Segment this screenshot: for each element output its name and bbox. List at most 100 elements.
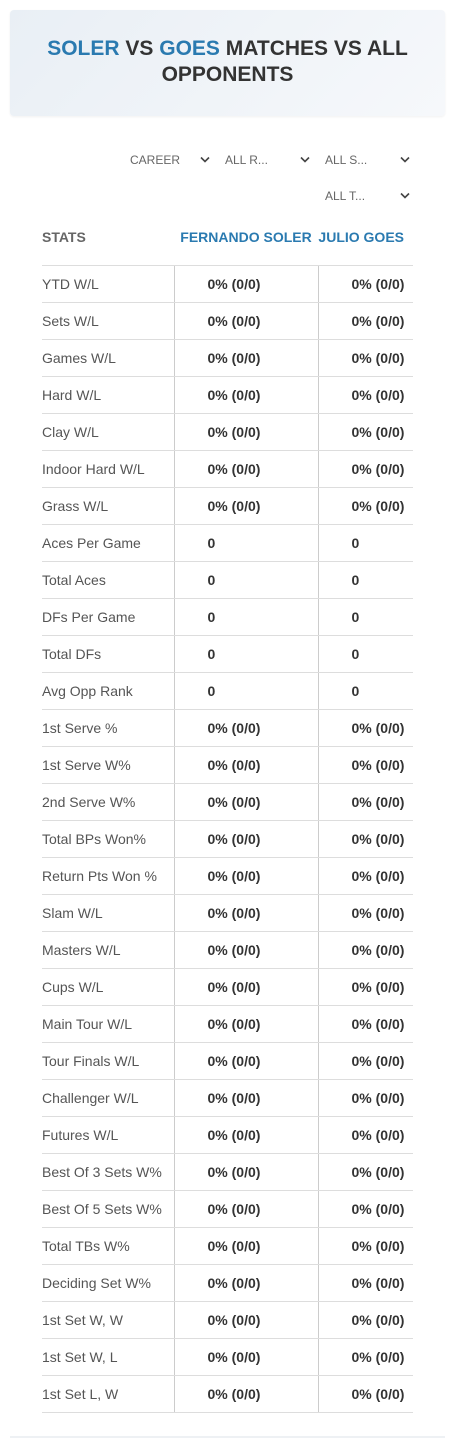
filter-select[interactable]: ALL S...: [325, 150, 410, 170]
stat-row: Masters W/L 0% (0/0) 0% (0/0): [42, 931, 413, 969]
filter-label: CAREER: [130, 153, 181, 167]
stat-label: Grass W/L: [42, 487, 174, 525]
stat-row: Cups W/L 0% (0/0) 0% (0/0): [42, 968, 413, 1006]
stat-label: Best Of 5 Sets W%: [42, 1190, 174, 1228]
stat-value: 0% (0/0): [173, 1005, 318, 1043]
stat-label: 1st Serve W%: [42, 746, 174, 784]
stat-label: Total TBs W%: [42, 1227, 174, 1265]
stat-label: Clay W/L: [42, 413, 174, 451]
stat-value: 0% (0/0): [317, 820, 413, 858]
stat-label: 2nd Serve W%: [42, 783, 174, 821]
stat-value: 0% (0/0): [173, 450, 318, 488]
header: SOLER VS GOES MATCHES VS ALL OPPONENTS: [10, 10, 445, 116]
stat-value: 0% (0/0): [317, 1301, 413, 1339]
stat-value: 0% (0/0): [317, 1375, 413, 1413]
stat-value: 0% (0/0): [317, 968, 413, 1006]
stat-value: 0: [317, 561, 413, 599]
stat-value: 0% (0/0): [317, 1227, 413, 1265]
stat-label: DFs Per Game: [42, 598, 174, 636]
stat-label: Slam W/L: [42, 894, 174, 932]
column-header: STATS: [42, 218, 174, 266]
stat-label: 1st Serve %: [42, 709, 174, 747]
stat-value: 0% (0/0): [317, 1190, 413, 1228]
stat-label: Best Of 3 Sets W%: [42, 1153, 174, 1191]
stat-value: 0% (0/0): [173, 1042, 318, 1080]
stat-row: 2nd Serve W% 0% (0/0) 0% (0/0): [42, 783, 413, 821]
stat-value: 0: [317, 524, 413, 562]
stat-label: Total BPs Won%: [42, 820, 174, 858]
title-rest: MATCHES VS ALL OPPONENTS: [161, 37, 408, 86]
stat-row: Grass W/L 0% (0/0) 0% (0/0): [42, 487, 413, 525]
stat-label: Indoor Hard W/L: [42, 450, 174, 488]
stat-value: 0% (0/0): [173, 931, 318, 969]
footer-line: [10, 1436, 445, 1438]
stat-value: 0% (0/0): [317, 931, 413, 969]
stat-value: 0% (0/0): [317, 746, 413, 784]
filter-select[interactable]: ALL T...: [325, 186, 410, 206]
stat-label: Total Aces: [42, 561, 174, 599]
stat-value: 0: [317, 635, 413, 673]
stat-row: Total BPs Won% 0% (0/0) 0% (0/0): [42, 820, 413, 858]
stat-value: 0% (0/0): [173, 1301, 318, 1339]
stat-row: 1st Set W, L 0% (0/0) 0% (0/0): [42, 1338, 413, 1376]
stat-value: 0% (0/0): [317, 487, 413, 525]
stat-value: 0% (0/0): [317, 1079, 413, 1117]
stat-row: Best Of 3 Sets W% 0% (0/0) 0% (0/0): [42, 1153, 413, 1191]
stat-value: 0% (0/0): [173, 1079, 318, 1117]
stat-row: Slam W/L 0% (0/0) 0% (0/0): [42, 894, 413, 932]
stat-value: 0% (0/0): [317, 857, 413, 895]
chevron: [200, 156, 210, 163]
stat-value: 0% (0/0): [173, 857, 318, 895]
stat-value: 0% (0/0): [173, 1153, 318, 1191]
stat-row: Return Pts Won % 0% (0/0) 0% (0/0): [42, 857, 413, 895]
stat-row: Aces Per Game 0 0: [42, 524, 413, 562]
stat-value: 0% (0/0): [317, 450, 413, 488]
stat-row: Tour Finals W/L 0% (0/0) 0% (0/0): [42, 1042, 413, 1080]
stat-label: Deciding Set W%: [42, 1264, 174, 1302]
stat-value: 0% (0/0): [317, 1042, 413, 1080]
stat-row: 1st Set L, W 0% (0/0) 0% (0/0): [42, 1375, 413, 1413]
stat-row: Total DFs 0 0: [42, 635, 413, 673]
stat-value: 0% (0/0): [173, 1375, 318, 1413]
stat-label: Futures W/L: [42, 1116, 174, 1154]
stat-value: 0% (0/0): [317, 413, 413, 451]
stat-value: 0% (0/0): [173, 894, 318, 932]
stat-label: Return Pts Won %: [42, 857, 174, 895]
stat-value: 0: [173, 561, 318, 599]
column-header: FERNANDO SOLER: [174, 218, 318, 266]
stat-value: 0: [173, 598, 318, 636]
stat-value: 0% (0/0): [317, 709, 413, 747]
stat-value: 0% (0/0): [317, 339, 413, 377]
stat-value: 0% (0/0): [173, 413, 318, 451]
stat-row: Total TBs W% 0% (0/0) 0% (0/0): [42, 1227, 413, 1265]
filter-label: ALL S...: [325, 153, 368, 167]
stat-value: 0% (0/0): [173, 783, 318, 821]
stat-value: 0: [317, 672, 413, 710]
stat-row: Main Tour W/L 0% (0/0) 0% (0/0): [42, 1005, 413, 1043]
stat-value: 0% (0/0): [173, 487, 318, 525]
stat-label: Main Tour W/L: [42, 1005, 174, 1043]
stat-value: 0% (0/0): [173, 1264, 318, 1302]
stat-row: 1st Serve % 0% (0/0) 0% (0/0): [42, 709, 413, 747]
filter-label: ALL T...: [325, 189, 366, 203]
stat-row: 1st Set W, W 0% (0/0) 0% (0/0): [42, 1301, 413, 1339]
stat-label: 1st Set W, L: [42, 1338, 174, 1376]
stat-row: Deciding Set W% 0% (0/0) 0% (0/0): [42, 1264, 413, 1302]
stat-value: 0: [173, 672, 318, 710]
stat-value: 0% (0/0): [173, 820, 318, 858]
column-header: JULIO GOES: [318, 218, 413, 266]
player2-name: GOES: [159, 37, 220, 60]
stat-value: 0% (0/0): [173, 265, 318, 303]
chevron: [400, 192, 410, 199]
stat-value: 0% (0/0): [317, 1338, 413, 1376]
stat-row: Clay W/L 0% (0/0) 0% (0/0): [42, 413, 413, 451]
stat-row: Total Aces 0 0: [42, 561, 413, 599]
filter-select[interactable]: ALL R...: [225, 150, 310, 170]
stat-row: Indoor Hard W/L 0% (0/0) 0% (0/0): [42, 450, 413, 488]
stat-value: 0% (0/0): [173, 1338, 318, 1376]
stat-value: 0% (0/0): [173, 1190, 318, 1228]
filter-select[interactable]: CAREER: [130, 150, 210, 170]
stat-value: 0% (0/0): [317, 1116, 413, 1154]
stat-label: Games W/L: [42, 339, 174, 377]
stat-value: 0% (0/0): [173, 1116, 318, 1154]
